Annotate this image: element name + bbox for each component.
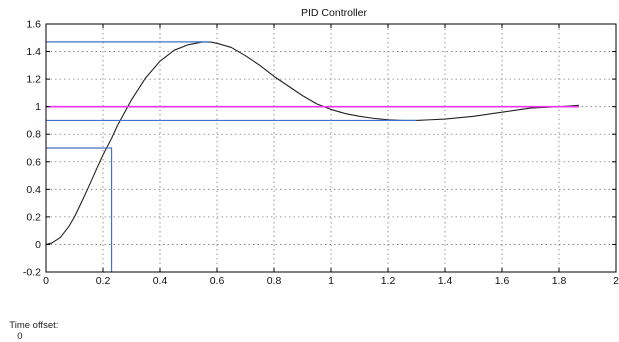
x-tick-label: 1.6	[495, 275, 510, 287]
y-tick-label: 0.2	[26, 211, 41, 223]
chart-title: PID Controller	[301, 7, 367, 19]
x-tick-label: 0.2	[96, 275, 111, 287]
time-offset-label: Time offset:	[9, 320, 59, 331]
x-tick-label: 0.4	[153, 275, 168, 287]
x-tick-label: 2	[613, 275, 619, 287]
time-offset-value: 0	[17, 331, 23, 342]
response-series-line	[45, 41, 579, 245]
tick-layer: 0 0.2 0.4 0.6 0.8 1 1.2 1.4 1.6 1.8 2-0.200.20.40.…	[23, 19, 619, 288]
y-tick-label: 0.4	[26, 184, 41, 196]
reference-lines-layer	[46, 41, 417, 272]
y-tick-label: 1	[35, 101, 41, 113]
x-tick-label: 0	[43, 275, 49, 287]
x-tick-label: 1.4	[438, 275, 453, 287]
y-tick-label: -0.2	[23, 267, 41, 279]
x-tick-label: 1	[328, 275, 334, 287]
time-offset-readout: Time offset: 0	[4, 309, 58, 342]
y-tick-label: 0.8	[26, 129, 41, 141]
x-tick-label: 1.2	[381, 275, 396, 287]
series-layer	[45, 41, 579, 245]
plot-background	[0, 0, 619, 300]
y-tick-label: 0	[35, 239, 41, 251]
y-tick-label: 0.6	[26, 156, 41, 168]
scope-plot: 0 0.2 0.4 0.6 0.8 1 1.2 1.4 1.6 1.8 2-0.200.20.40.…	[0, 0, 619, 300]
reference-line	[46, 147, 113, 272]
y-tick-label: 1.6	[26, 19, 41, 31]
x-tick-label: 1.8	[552, 275, 567, 287]
y-tick-label: 1.4	[26, 46, 41, 58]
x-tick-label: 0.6	[210, 275, 225, 287]
x-tick-label: 0.8	[267, 275, 282, 287]
y-tick-label: 1.2	[26, 74, 41, 86]
